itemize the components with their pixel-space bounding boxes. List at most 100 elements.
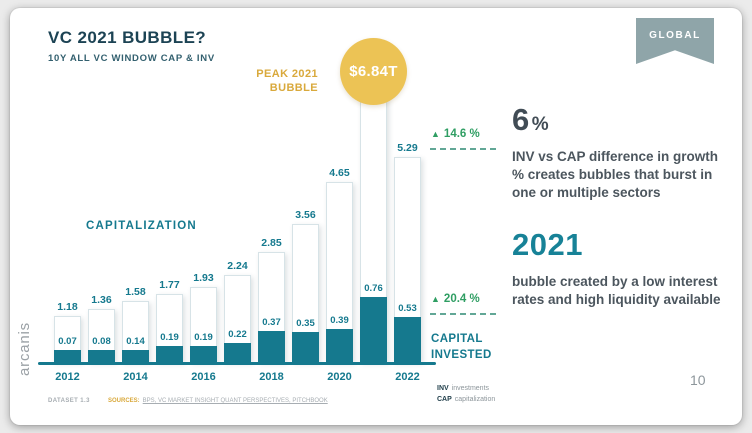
arcanis-logo: arcanis — [16, 322, 33, 376]
bars: 1.18 0.07 2012 1.36 0.08 1.58 0.14 2014 1.77 0.19… — [54, 62, 421, 383]
legend-cap-label: capitalization — [454, 395, 496, 403]
inv-value-label: 0.53 — [398, 303, 417, 314]
growth-up-icon: ▲ — [431, 294, 440, 304]
cap-bar: 0.53 — [394, 157, 421, 362]
inv-value-label: 0.07 — [58, 336, 77, 347]
inv-value-label: 0.08 — [92, 336, 111, 347]
capitalization-series-label: CAPITALIZATION — [86, 220, 197, 232]
cap-bar: 0.22 — [224, 275, 251, 362]
bar-column: 2.24 0.22 — [224, 260, 251, 362]
stat-6-unit: % — [531, 114, 549, 135]
bar-column: 1.18 0.07 2012 — [54, 301, 81, 383]
cap-bar: 0.39 — [326, 182, 353, 362]
cap-growth-value: 14.6 % — [443, 128, 480, 140]
inv-bar — [122, 350, 149, 362]
growth-up-icon: ▲ — [431, 129, 440, 139]
x-tick-label: 2014 — [123, 371, 148, 383]
sources-label: SOURCES: — [108, 398, 140, 404]
sources-list: BPS, VC MARKET INSIGHT QUANT PERSPECTIVE… — [142, 398, 328, 404]
inv-growth-dashed-line — [430, 313, 496, 315]
x-axis-line — [38, 362, 436, 365]
bar-column: 1.93 0.19 2016 — [190, 272, 217, 383]
slide-card: VC 2021 BUBBLE? 10Y ALL VC WINDOW CAP & … — [10, 8, 742, 425]
inv-value-label: 0.22 — [228, 329, 247, 340]
insights-panel: 6% INV vs CAP difference in growth % cre… — [512, 102, 724, 309]
cap-bar: 0.35 — [292, 224, 319, 362]
cap-value-label: 1.36 — [91, 294, 112, 306]
bar-column: 4.65 0.39 2020 — [326, 167, 353, 383]
cap-bar: 0.19 — [156, 294, 183, 362]
legend-item-cap: CAP capitalization — [437, 395, 495, 406]
stat-6-value: 6 — [512, 102, 530, 137]
cap-growth-annotation: ▲ 14.6 % — [431, 128, 480, 140]
cap-value-label: 1.77 — [159, 279, 180, 291]
dataset-version: DATASET 1.3 — [48, 398, 90, 404]
bar-column: 1.77 0.19 — [156, 279, 183, 362]
cap-growth-dashed-line — [430, 148, 496, 150]
cap-value-label: 2.24 — [227, 260, 248, 272]
inv-value-label: 0.76 — [364, 283, 383, 294]
inv-bar — [88, 350, 115, 362]
legend-item-inv: INV investments — [437, 384, 495, 395]
cap-bar: 0.14 — [122, 301, 149, 362]
x-tick-label: 2018 — [259, 371, 284, 383]
x-tick-label: 2022 — [395, 371, 420, 383]
inv-bar — [224, 343, 251, 362]
page-title: VC 2021 BUBBLE? — [48, 28, 207, 47]
cap-value-label: 1.58 — [125, 286, 146, 298]
cap-value-label: 4.65 — [329, 167, 350, 179]
bar-column: 0.76 — [360, 97, 387, 362]
inv-bar — [360, 297, 387, 362]
cap-value-label: 3.56 — [295, 209, 316, 221]
global-ribbon-badge: GLOBAL — [636, 18, 714, 64]
inv-growth-value: 20.4 % — [443, 293, 480, 305]
inv-bar — [54, 350, 81, 362]
inv-bar — [190, 346, 217, 362]
inv-value-label: 0.19 — [194, 332, 213, 343]
cap-value-label: 5.29 — [397, 142, 418, 154]
peak-bubble-circle: $6.84T — [340, 38, 407, 105]
x-tick-label: 2020 — [327, 371, 352, 383]
stat-6-percent: 6% — [512, 102, 724, 138]
capital-invested-series-label: CAPITAL INVESTED — [431, 333, 492, 361]
x-tick-label: 2016 — [191, 371, 216, 383]
slide-header: VC 2021 BUBBLE? 10Y ALL VC WINDOW CAP & … — [48, 28, 215, 64]
stat-6-description: INV vs CAP difference in growth % create… — [512, 149, 719, 200]
peak-2021-bubble-label: PEAK 2021 BUBBLE — [256, 68, 318, 95]
bar-column: 3.56 0.35 — [292, 209, 319, 362]
cap-bar: 0.08 — [88, 309, 115, 362]
cap-bar: 0.19 — [190, 287, 217, 362]
cap-bar: 0.07 — [54, 316, 81, 362]
inv-value-label: 0.39 — [330, 315, 349, 326]
bar-column: 5.29 0.53 2022 — [394, 142, 421, 383]
legend-cap-abbr: CAP — [437, 395, 452, 403]
inv-value-label: 0.14 — [126, 336, 145, 347]
chart-legend: INV investments CAP capitalization — [437, 384, 495, 406]
stat-2021-description: bubble created by a low interest rates a… — [512, 274, 721, 308]
inv-bar — [258, 331, 285, 362]
x-tick-label: 2012 — [55, 371, 80, 383]
bar-column: 1.36 0.08 — [88, 294, 115, 362]
inv-growth-annotation: ▲ 20.4 % — [431, 293, 480, 305]
inv-value-label: 0.37 — [262, 317, 281, 328]
inv-value-label: 0.35 — [296, 318, 315, 329]
cap-bar: 0.37 — [258, 252, 285, 362]
cap-value-label: 2.85 — [261, 237, 282, 249]
inv-bar — [292, 332, 319, 362]
page-subtitle: 10Y ALL VC WINDOW CAP & INV — [48, 53, 215, 64]
cap-value-label: 1.93 — [193, 272, 214, 284]
bar-column: 1.58 0.14 2014 — [122, 286, 149, 383]
stat-2021-value: 2021 — [512, 227, 583, 263]
page-number: 10 — [690, 372, 706, 388]
bar-column: 2.85 0.37 2018 — [258, 237, 285, 383]
sources-note: SOURCES: BPS, VC MARKET INSIGHT QUANT PER… — [108, 398, 328, 404]
legend-inv-label: investments — [451, 385, 490, 392]
cap-value-label: 1.18 — [57, 301, 78, 313]
inv-bar — [156, 346, 183, 362]
peak-bubble-value: $6.84T — [349, 63, 398, 80]
inv-bar — [394, 317, 421, 362]
inv-value-label: 0.19 — [160, 332, 179, 343]
cap-bar: 0.76 — [360, 97, 387, 362]
inv-bar — [326, 329, 353, 362]
